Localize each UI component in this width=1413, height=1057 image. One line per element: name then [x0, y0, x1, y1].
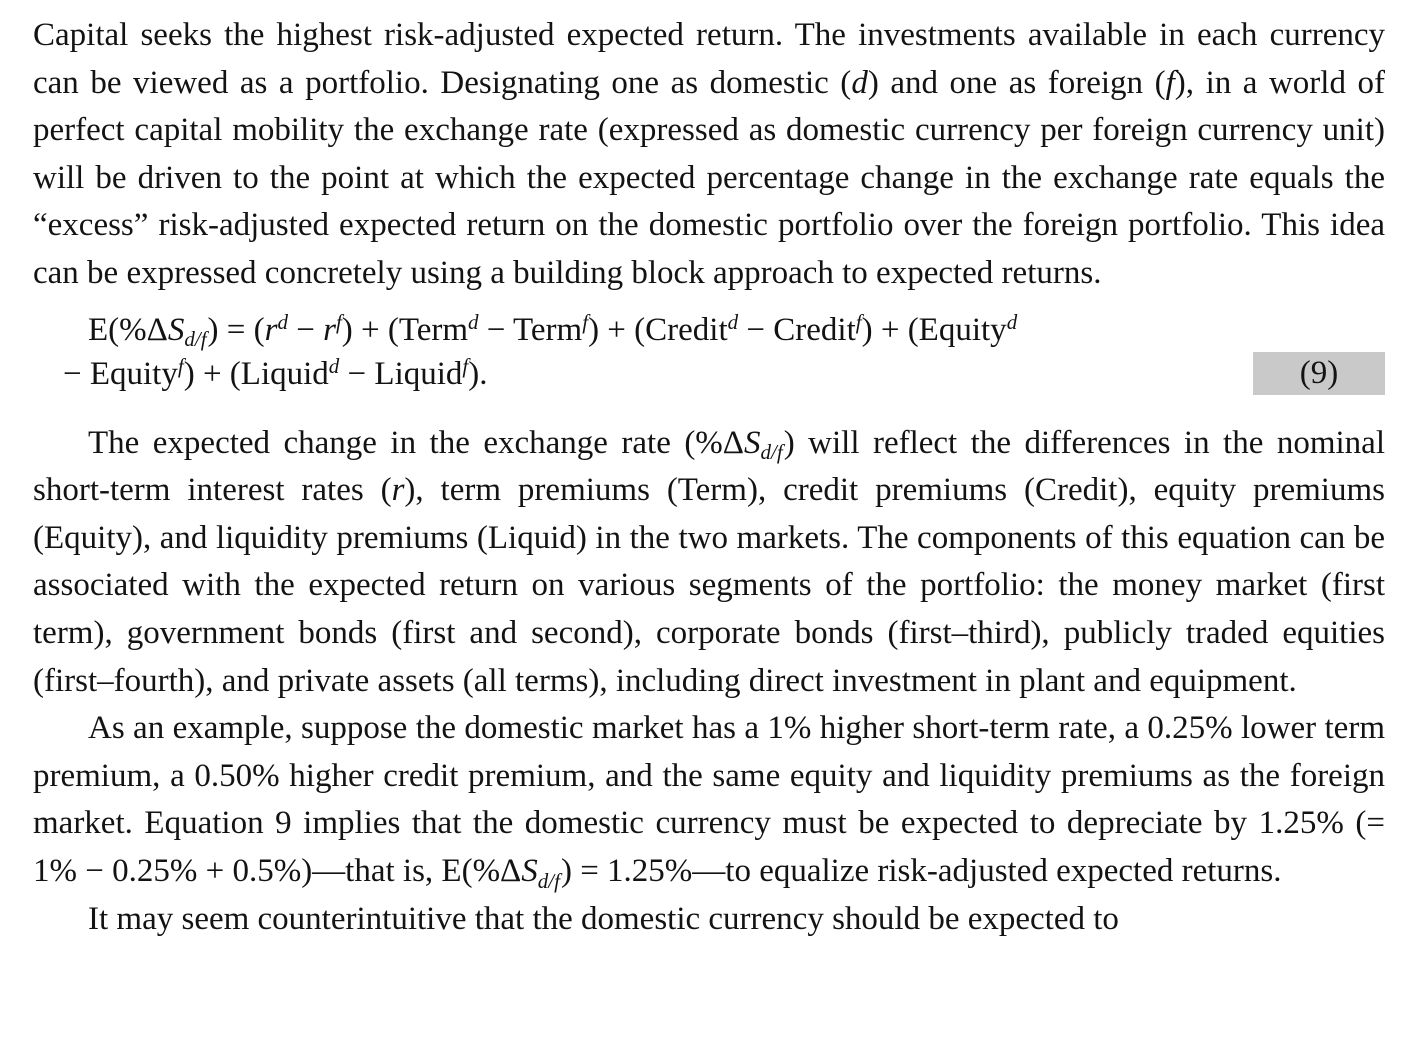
text-run: ) = 1.25%—to equalize risk-adjusted expe…	[560, 852, 1282, 889]
italic-variable: r	[264, 311, 278, 348]
superscript-variable: d	[1006, 310, 1018, 335]
text-run: ), in a world of perfect capital mobilit…	[33, 64, 1385, 291]
text-run: ) + (Liquid	[183, 355, 329, 392]
equation-line-1: E(%ΔSd/f) = (rd − rf) + (Termd − Termf) …	[88, 308, 1385, 352]
equation-9: E(%ΔSd/f) = (rd − rf) + (Termd − Termf) …	[33, 308, 1385, 396]
subscript-variable: d/f	[760, 440, 783, 465]
paragraph-next-clipped: It may seem counterintuitive that the do…	[33, 896, 1385, 944]
superscript-variable: d	[277, 310, 288, 335]
superscript-variable: f	[335, 310, 342, 335]
italic-variable: S	[521, 852, 538, 889]
text-run: − Term	[478, 311, 583, 348]
superscript-variable: f	[462, 354, 469, 379]
subscript-variable: d/f	[537, 868, 560, 893]
text-run: As an example, suppose the domestic mark…	[33, 710, 1385, 889]
text-run: E(%Δ	[88, 311, 168, 348]
paragraph-explanation: The expected change in the exchange rate…	[33, 420, 1385, 706]
italic-variable: S	[744, 424, 761, 461]
text-run: − Liquid	[339, 355, 463, 392]
text-run: ) + (Equity	[861, 311, 1007, 348]
italic-variable: r	[391, 472, 405, 509]
text-run: − Credit	[738, 311, 856, 348]
italic-variable: f	[1165, 64, 1175, 101]
text-run: ).	[468, 355, 488, 392]
superscript-variable: d	[468, 310, 479, 335]
superscript-variable: f	[582, 310, 589, 335]
text-run: ), term premiums (Term), credit premiums…	[33, 472, 1385, 699]
text-run: − Equity	[63, 355, 178, 392]
equation-number-highlight: (9)	[1253, 351, 1385, 395]
italic-variable: d	[851, 64, 868, 101]
paragraph-example: As an example, suppose the domestic mark…	[33, 705, 1385, 895]
text-run: −	[287, 311, 324, 348]
equation-number: (9)	[1299, 354, 1339, 391]
text-run: ) + (Credit	[588, 311, 728, 348]
superscript-variable: f	[177, 354, 184, 379]
text-run: It may seem counterintuitive that the do…	[88, 900, 1119, 937]
superscript-variable: f	[855, 310, 862, 335]
superscript-variable: d	[727, 310, 739, 335]
italic-variable: S	[167, 311, 185, 348]
subscript-variable: d/f	[184, 327, 207, 352]
italic-variable: r	[323, 311, 336, 348]
equation-line-2: − Equityf) + (Liquidd − Liquidf).	[63, 352, 1385, 396]
text-run: ) and one as foreign (	[867, 64, 1166, 101]
superscript-variable: d	[328, 354, 340, 379]
text-run: The expected change in the exchange rate…	[88, 424, 745, 461]
paragraph-intro: Capital seeks the highest risk-adjusted …	[33, 12, 1385, 298]
text-run: ) = (	[207, 311, 265, 348]
text-run: ) + (Term	[341, 311, 469, 348]
text-run: Capital seeks the highest risk-adjusted …	[33, 17, 1385, 101]
text-run: ) will reflect the differences in the no…	[33, 424, 1385, 509]
